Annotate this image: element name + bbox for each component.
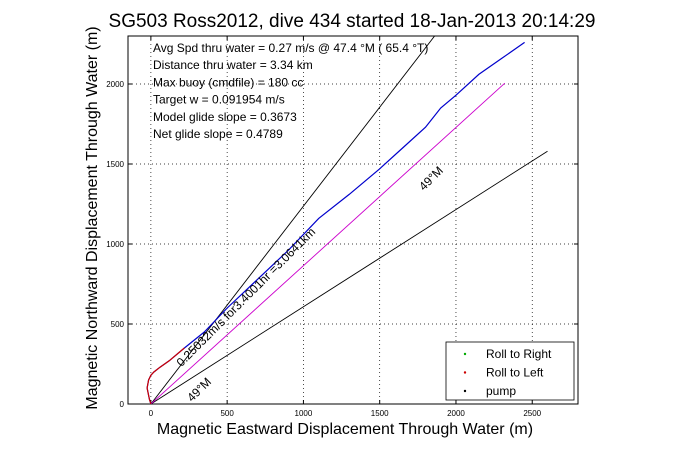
x-tick-label: 1000 bbox=[295, 409, 313, 418]
legend: Roll to Right Roll to Left pump bbox=[445, 341, 575, 401]
x-tick-label: 1500 bbox=[371, 409, 389, 418]
x-tick-label: 0 bbox=[149, 409, 154, 418]
y-tick-label: 2000 bbox=[106, 80, 124, 89]
info-line: Target w = 0.091954 m/s bbox=[153, 93, 285, 107]
series-line bbox=[146, 347, 185, 404]
x-tick-label: 500 bbox=[220, 409, 234, 418]
x-tick-label: 2500 bbox=[523, 409, 541, 418]
legend-label: Roll to Left bbox=[486, 366, 544, 380]
legend-label: Roll to Right bbox=[486, 347, 552, 361]
reference-line bbox=[150, 82, 506, 404]
legend-box bbox=[445, 341, 575, 401]
x-tick-label: 2000 bbox=[447, 409, 465, 418]
info-line: Net glide slope = 0.4789 bbox=[153, 127, 283, 141]
reference-lines bbox=[150, 36, 548, 404]
reference-line bbox=[150, 150, 548, 404]
y-tick-label: 500 bbox=[111, 320, 125, 329]
chart-title: SG503 Ross2012, dive 434 started 18-Jan-… bbox=[109, 11, 596, 32]
legend-label: pump bbox=[486, 384, 516, 398]
legend-marker bbox=[463, 371, 467, 374]
series-lines bbox=[146, 41, 525, 404]
legend-marker bbox=[463, 389, 467, 393]
y-tick-label: 1500 bbox=[106, 160, 124, 169]
y-axis-label: Magnetic Northward Displacement Through … bbox=[84, 26, 101, 409]
info-line: Max buoy (cmdfile) = 180 cc bbox=[153, 75, 303, 89]
axis-ticks: 0 500 1000 1500 2000 2500 0 500 1000 1500 2000 bbox=[106, 36, 578, 418]
grid bbox=[128, 36, 578, 405]
info-line: Distance thru water = 3.34 km bbox=[153, 58, 313, 72]
info-line: Avg Spd thru water = 0.27 m/s @ 47.4 °M … bbox=[153, 41, 428, 55]
info-line: Model glide slope = 0.3673 bbox=[153, 110, 297, 124]
y-tick-label: 1000 bbox=[106, 240, 124, 249]
x-axis-label: Magnetic Eastward Displacement Through W… bbox=[157, 421, 533, 438]
y-tick-label: 0 bbox=[120, 400, 125, 409]
reference-line bbox=[150, 36, 435, 404]
info-text-block: Avg Spd thru water = 0.27 m/s @ 47.4 °M … bbox=[153, 41, 428, 141]
legend-marker bbox=[463, 352, 467, 356]
